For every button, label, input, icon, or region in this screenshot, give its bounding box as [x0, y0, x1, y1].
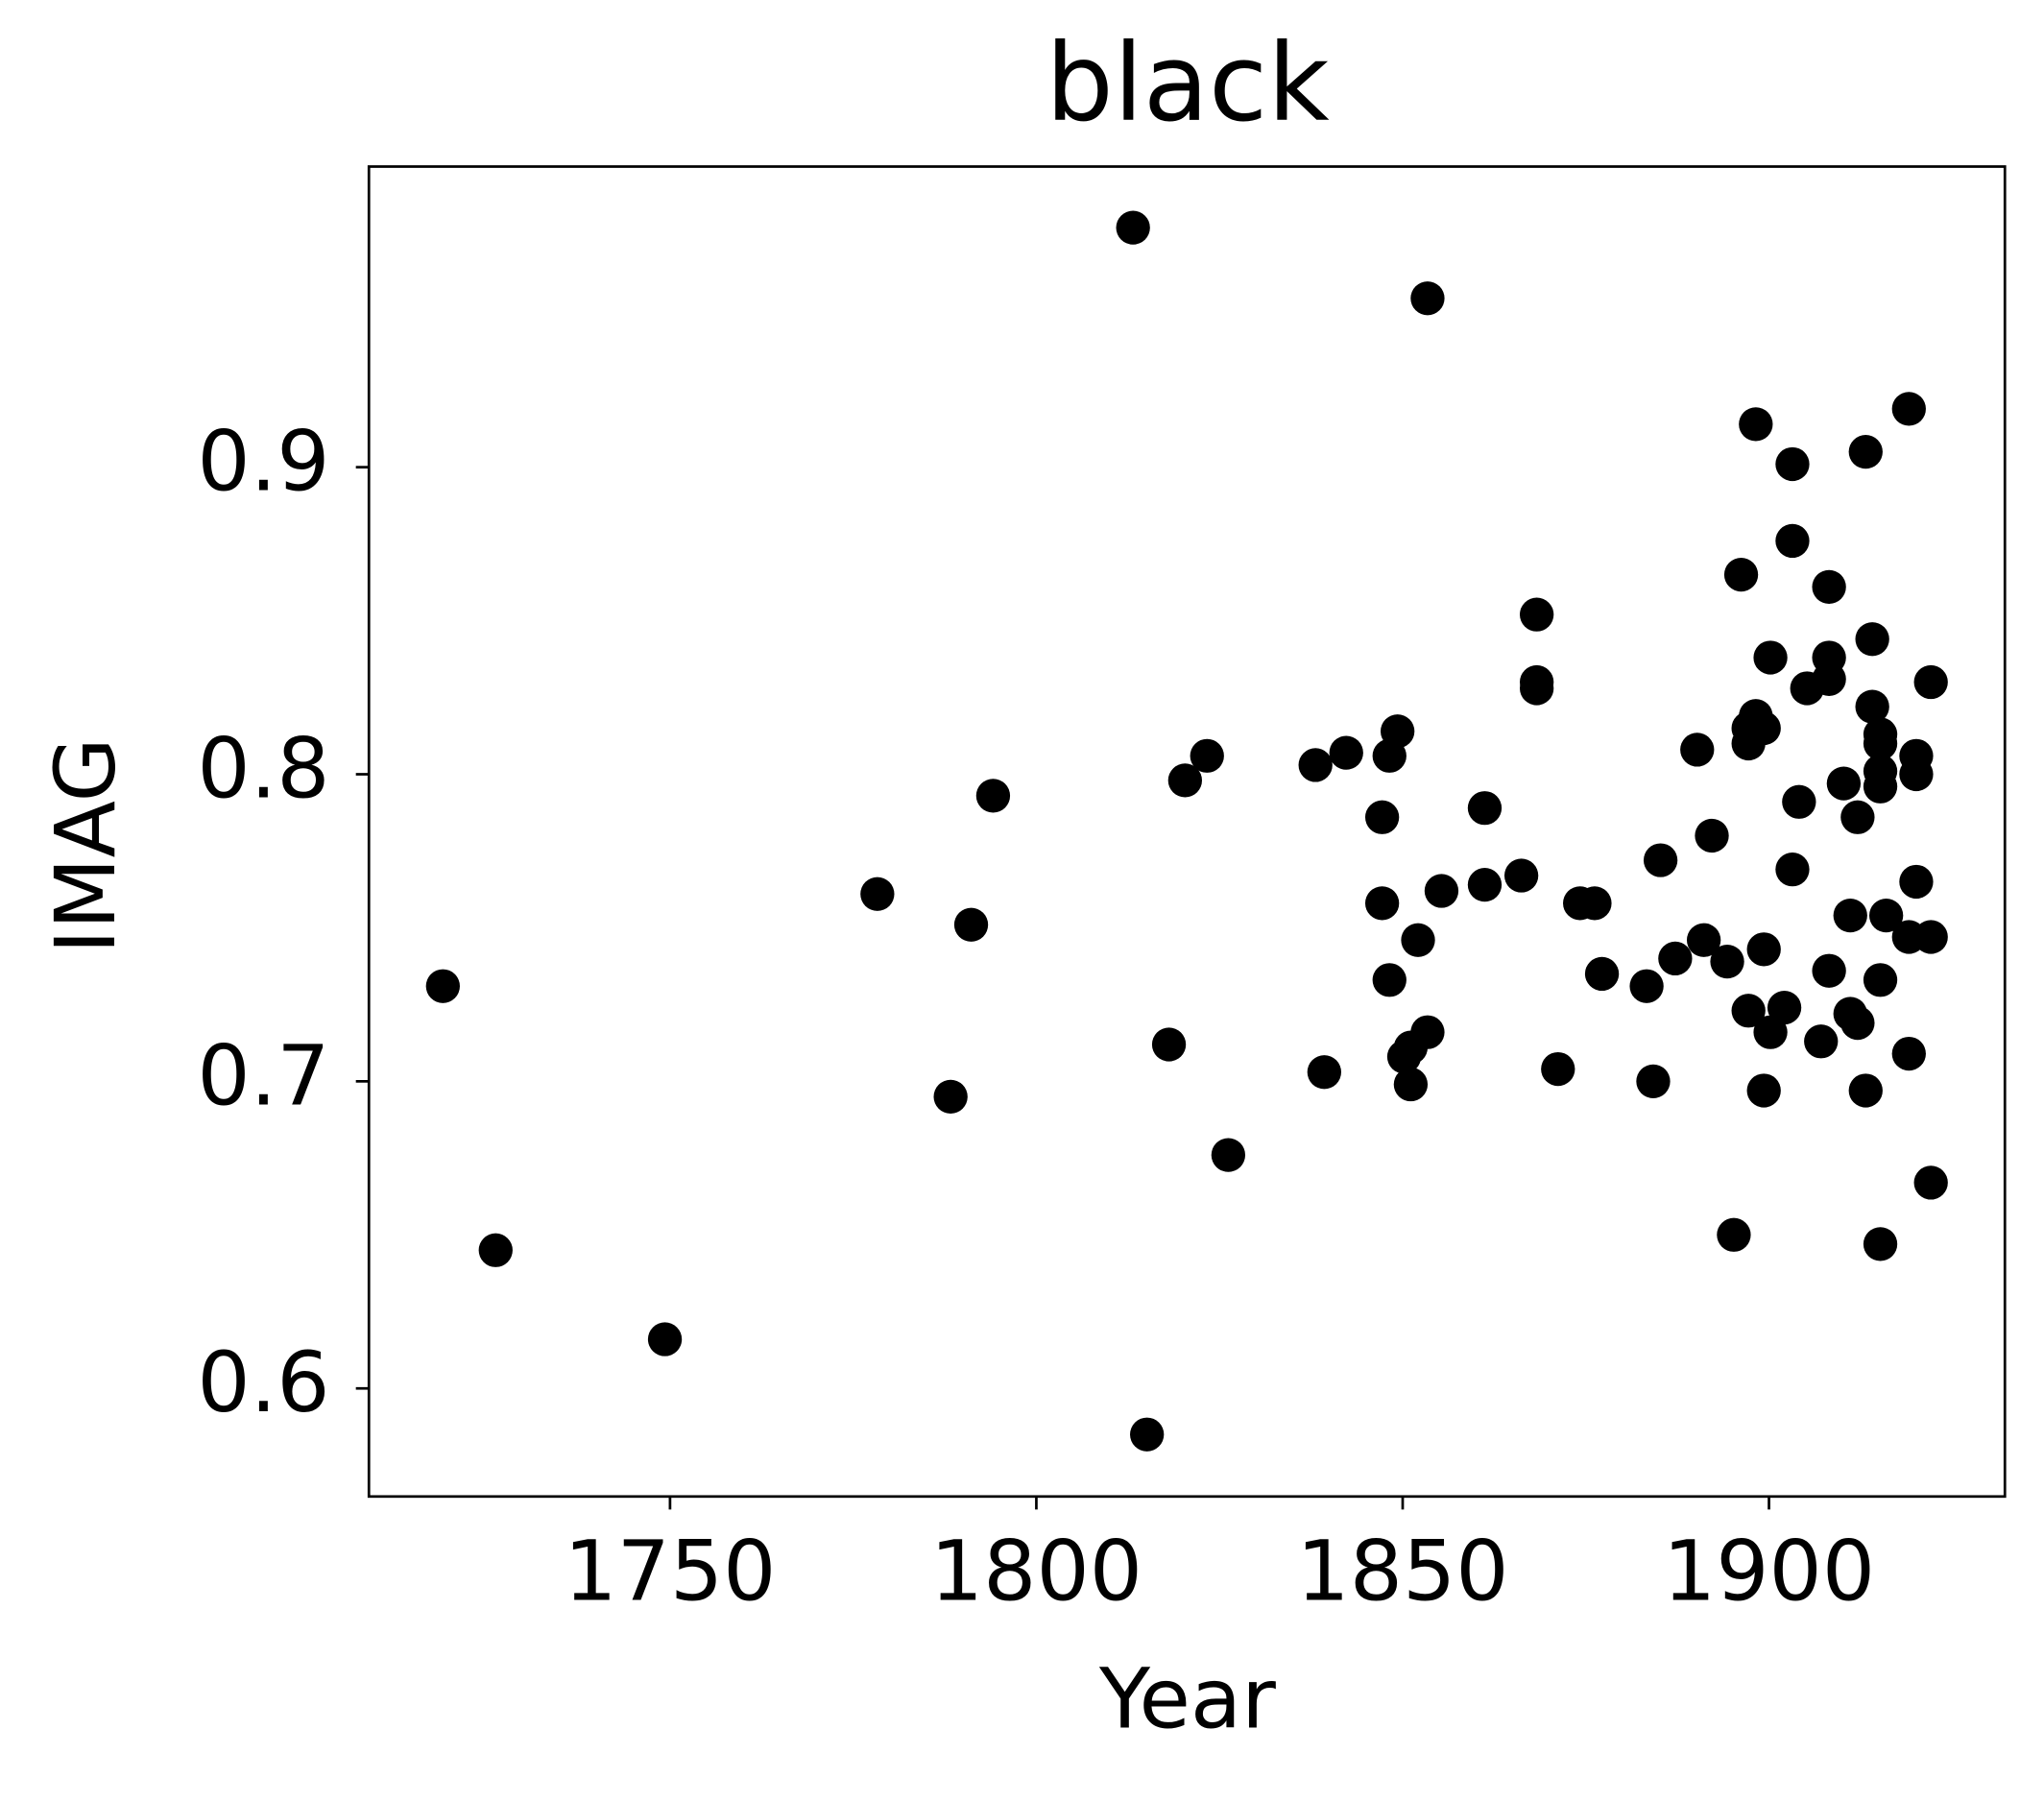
point [1812, 661, 1846, 696]
point [1913, 664, 1948, 700]
point [1577, 886, 1612, 921]
point [1629, 969, 1664, 1003]
point [1364, 886, 1400, 921]
point [1710, 944, 1744, 979]
point [1410, 1015, 1445, 1049]
x-tick-label: 1900 [1663, 1524, 1875, 1621]
point [1775, 523, 1810, 559]
point [1913, 1165, 1948, 1200]
point [1863, 726, 1898, 761]
point [1519, 597, 1554, 632]
point [1298, 748, 1333, 782]
point [1151, 1027, 1187, 1062]
point [1731, 994, 1766, 1028]
point [1848, 1073, 1883, 1108]
point [1116, 210, 1150, 245]
point [1899, 756, 1934, 792]
point [1746, 932, 1781, 967]
point [1686, 923, 1721, 957]
point [1782, 784, 1816, 819]
point [1767, 990, 1802, 1025]
point [1584, 956, 1620, 992]
point [1848, 435, 1883, 469]
point [1211, 1138, 1246, 1172]
y-tick-label: 0.9 [197, 414, 329, 511]
point [1636, 1064, 1671, 1098]
point [1746, 1073, 1781, 1108]
point [933, 1079, 968, 1114]
point [1190, 738, 1224, 773]
point [1424, 874, 1459, 908]
point [1899, 864, 1934, 900]
y-tick-label: 0.6 [197, 1334, 329, 1431]
point [1503, 858, 1539, 893]
y-tick-label: 0.8 [197, 720, 329, 817]
point [1167, 763, 1203, 798]
point [1855, 689, 1889, 724]
point [860, 876, 895, 911]
point [1863, 963, 1898, 997]
chart-title: black [1046, 22, 1330, 146]
plot-frame [367, 165, 2007, 1499]
y-axis-label: IMAG [37, 737, 134, 953]
point [1753, 1015, 1788, 1049]
point [1833, 899, 1867, 933]
point [478, 1233, 513, 1267]
x-tick-label: 1750 [564, 1524, 776, 1621]
point [1775, 446, 1810, 482]
point [1658, 941, 1693, 976]
point [1753, 640, 1788, 675]
x-axis-label: Year [1098, 1651, 1276, 1748]
point [1467, 791, 1503, 826]
point [1364, 800, 1400, 834]
point [1541, 1051, 1575, 1087]
point [1393, 1067, 1429, 1102]
point [1680, 732, 1715, 767]
point [1695, 818, 1729, 853]
point [1410, 281, 1445, 316]
point [1863, 769, 1898, 804]
point [1891, 1036, 1926, 1071]
point [1812, 569, 1846, 605]
point [1855, 622, 1889, 657]
point [953, 907, 989, 942]
point [1840, 1005, 1875, 1041]
point [1840, 800, 1875, 834]
point [1329, 735, 1363, 770]
point [975, 779, 1011, 813]
point [1863, 1227, 1898, 1261]
x-tick-label: 1850 [1296, 1524, 1508, 1621]
point [1723, 557, 1759, 592]
y-tick-label: 0.7 [197, 1027, 329, 1124]
point [1307, 1055, 1341, 1090]
point [1739, 407, 1773, 442]
point [1519, 671, 1554, 706]
point [1775, 852, 1810, 887]
point [1804, 1024, 1839, 1059]
point [1372, 963, 1407, 997]
point [1467, 868, 1503, 902]
point [1913, 920, 1948, 954]
point [1746, 710, 1781, 746]
point [1643, 843, 1678, 877]
point [1130, 1417, 1165, 1452]
point [1826, 766, 1862, 801]
point [425, 969, 460, 1003]
x-tick-label: 1800 [930, 1524, 1142, 1621]
point [1381, 714, 1415, 749]
point [1812, 953, 1846, 988]
point [1891, 392, 1926, 426]
point [1717, 1217, 1751, 1252]
point [1401, 923, 1435, 957]
point [647, 1322, 683, 1357]
point [1868, 899, 1904, 933]
